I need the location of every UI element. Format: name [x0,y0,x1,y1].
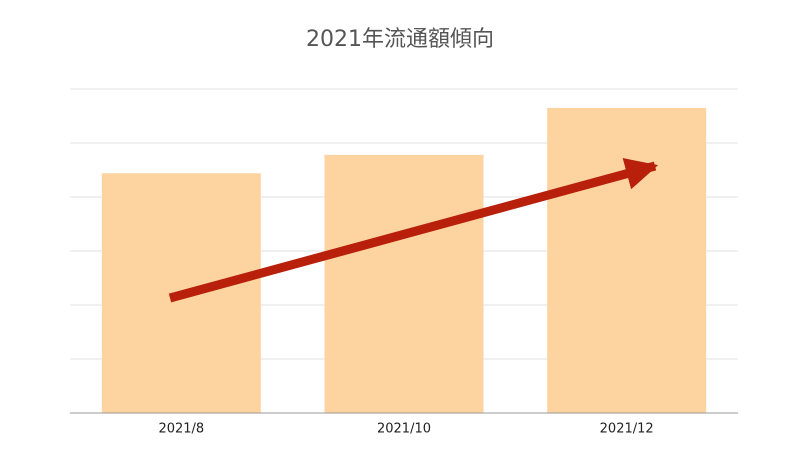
x-tick-label: 2021/10 [377,422,431,437]
trend-arrow [168,158,659,303]
bar [324,154,484,413]
chart-title: 2021年流通額傾向 [306,27,494,52]
x-tick-label: 2021/8 [158,422,204,437]
plot-area: 2021/8 2021/10 2021/12 [70,88,738,437]
x-tick-label: 2021/12 [600,422,654,437]
bar [547,107,707,414]
